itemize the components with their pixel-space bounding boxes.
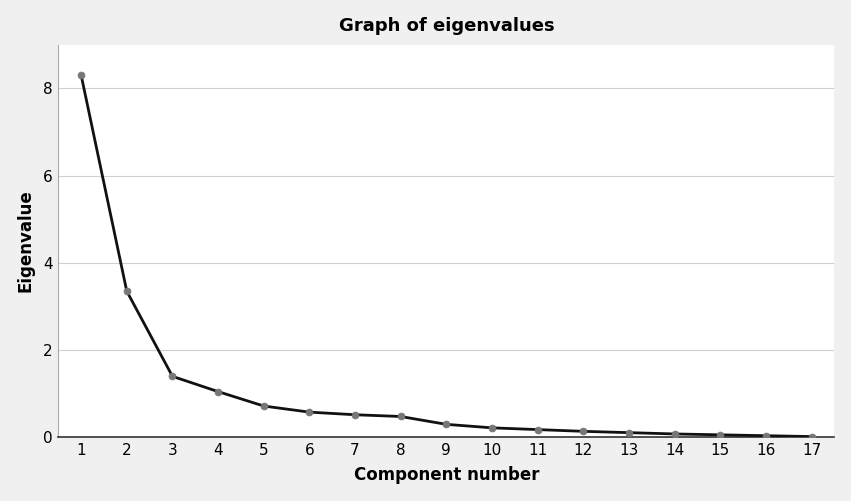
Title: Graph of eigenvalues: Graph of eigenvalues: [339, 17, 554, 35]
Y-axis label: Eigenvalue: Eigenvalue: [17, 189, 35, 293]
X-axis label: Component number: Component number: [353, 466, 539, 484]
